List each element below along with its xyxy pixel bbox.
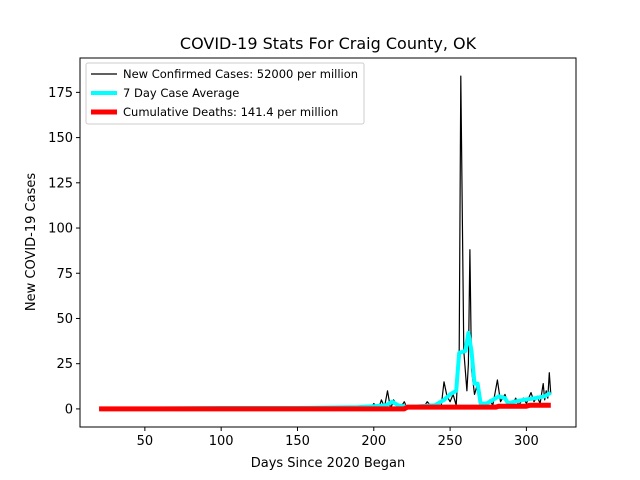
y-tick-label: 175 bbox=[48, 86, 73, 101]
legend-label-seven-day-average: 7 Day Case Average bbox=[123, 86, 239, 100]
plot-frame bbox=[79, 57, 577, 428]
legend-label-new-cases: New Confirmed Cases: 52000 per million bbox=[123, 67, 358, 81]
y-tick-label: 125 bbox=[48, 176, 73, 191]
y-tick-label: 25 bbox=[56, 357, 73, 372]
y-tick-label: 75 bbox=[56, 267, 73, 282]
legend-box bbox=[85, 62, 365, 125]
series-line-seven-day-average bbox=[99, 330, 552, 411]
x-tick-label: 50 bbox=[137, 434, 154, 449]
legend-label-cumulative-deaths: Cumulative Deaths: 141.4 per million bbox=[123, 105, 338, 119]
x-tick-label: 300 bbox=[514, 434, 539, 449]
x-axis-ticks: 50 100 150 200 250 300 bbox=[137, 427, 539, 449]
x-axis-label: Days Since 2020 Began bbox=[251, 456, 406, 471]
legend: New Confirmed Cases: 52000 per million 7 … bbox=[85, 62, 365, 125]
y-tick-label: 100 bbox=[48, 222, 73, 237]
y-tick-label: 150 bbox=[48, 131, 73, 146]
x-tick-label: 200 bbox=[361, 434, 386, 449]
y-axis-label: New COVID-19 Cases bbox=[24, 173, 39, 311]
x-tick-label: 100 bbox=[209, 434, 234, 449]
plot-lines bbox=[99, 75, 552, 412]
x-tick-label: 250 bbox=[438, 434, 463, 449]
y-axis-ticks: 0 25 50 75 100 125 150 175 bbox=[48, 86, 80, 417]
y-tick-label: 50 bbox=[56, 312, 73, 327]
chart-title: COVID-19 Stats For Craig County, OK bbox=[180, 34, 477, 53]
y-tick-label: 0 bbox=[65, 402, 73, 417]
x-tick-label: 150 bbox=[285, 434, 310, 449]
series-line-cumulative-deaths bbox=[99, 402, 551, 412]
